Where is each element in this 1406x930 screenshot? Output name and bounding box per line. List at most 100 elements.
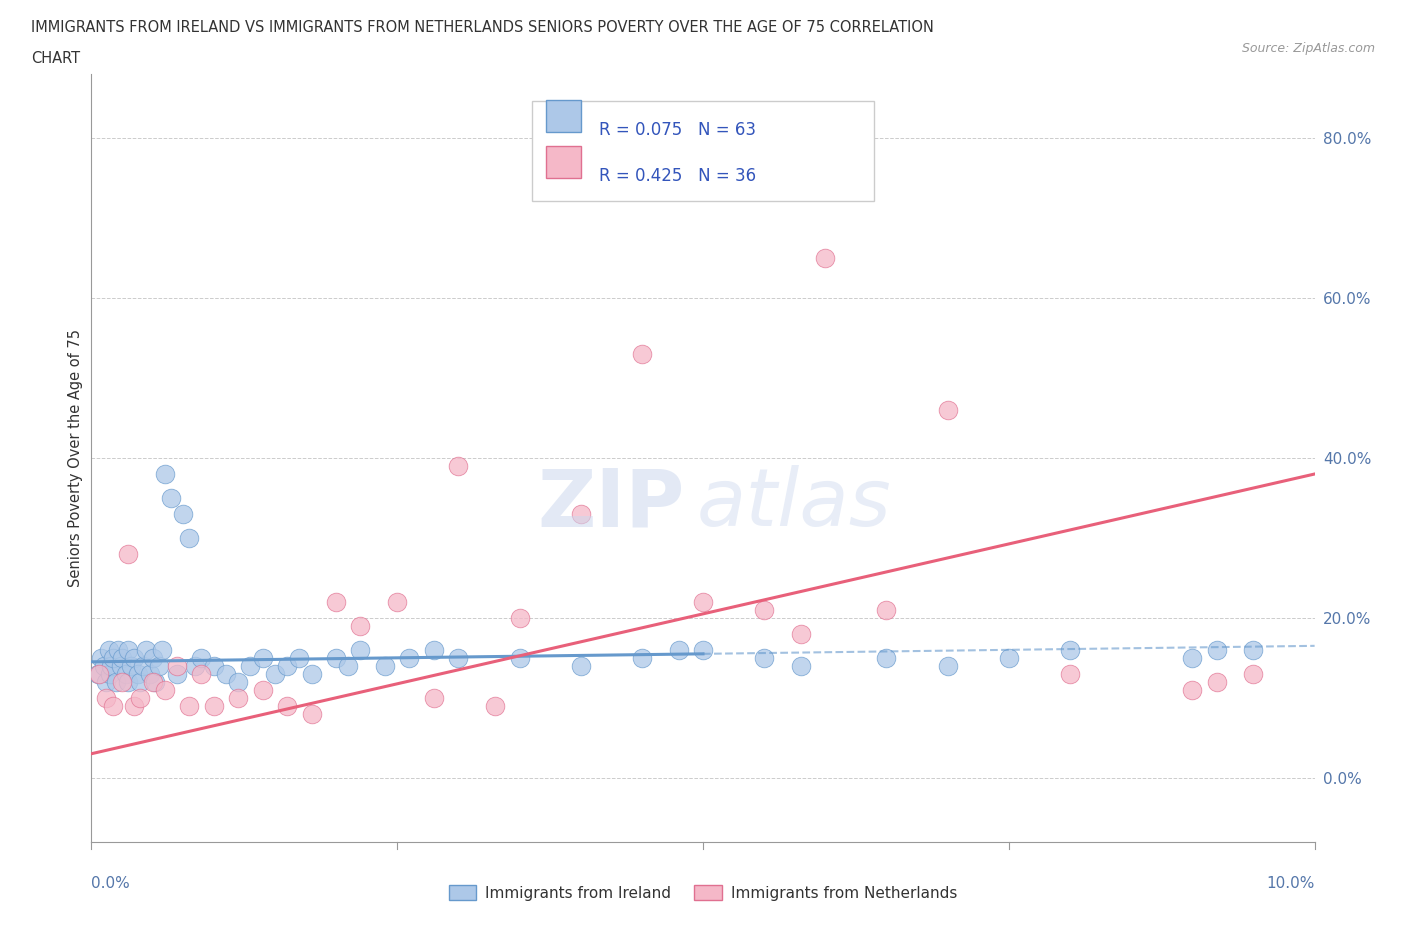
- Point: [1243, 643, 1265, 658]
- Text: 10.0%: 10.0%: [1267, 876, 1315, 891]
- Point: [509, 650, 531, 665]
- Point: [301, 667, 323, 682]
- Point: [790, 627, 813, 642]
- Point: [998, 650, 1021, 665]
- Point: [117, 674, 139, 689]
- Text: IMMIGRANTS FROM IRELAND VS IMMIGRANTS FROM NETHERLANDS SENIORS POVERTY OVER THE : IMMIGRANTS FROM IRELAND VS IMMIGRANTS FR…: [31, 20, 934, 35]
- Point: [202, 698, 225, 713]
- Point: [141, 674, 163, 689]
- Point: [814, 251, 837, 266]
- Point: [447, 458, 470, 473]
- Point: [110, 658, 132, 673]
- Point: [114, 667, 136, 682]
- Point: [87, 667, 110, 682]
- Point: [117, 547, 139, 562]
- Point: [936, 658, 959, 673]
- Point: [631, 347, 654, 362]
- Point: [1181, 650, 1204, 665]
- Text: R = 0.425   N = 36: R = 0.425 N = 36: [599, 167, 756, 185]
- Point: [301, 707, 323, 722]
- Point: [103, 650, 125, 665]
- Point: [129, 674, 152, 689]
- Point: [790, 658, 813, 673]
- Text: atlas: atlas: [697, 465, 891, 543]
- Point: [239, 658, 262, 673]
- Point: [398, 650, 420, 665]
- Point: [160, 490, 183, 505]
- Bar: [547, 100, 581, 132]
- Point: [423, 643, 446, 658]
- Point: [90, 650, 112, 665]
- Point: [153, 467, 176, 482]
- Point: [226, 690, 249, 705]
- Point: [166, 667, 188, 682]
- Point: [1059, 667, 1081, 682]
- Point: [1243, 667, 1265, 682]
- Legend: Immigrants from Ireland, Immigrants from Netherlands: Immigrants from Ireland, Immigrants from…: [443, 879, 963, 907]
- Point: [423, 690, 446, 705]
- FancyBboxPatch shape: [531, 101, 875, 201]
- Point: [1181, 683, 1204, 698]
- Point: [153, 683, 176, 698]
- Point: [94, 674, 117, 689]
- Point: [288, 650, 311, 665]
- Point: [1205, 674, 1227, 689]
- Point: [148, 658, 170, 673]
- Point: [141, 650, 163, 665]
- Point: [692, 594, 714, 609]
- Point: [98, 667, 121, 682]
- Point: [1059, 643, 1081, 658]
- Point: [190, 667, 212, 682]
- Bar: [547, 146, 581, 178]
- Text: R = 0.075   N = 63: R = 0.075 N = 63: [599, 122, 756, 140]
- Point: [86, 667, 108, 682]
- Point: [349, 618, 371, 633]
- Point: [93, 658, 115, 673]
- Point: [139, 667, 162, 682]
- Point: [325, 650, 347, 665]
- Point: [172, 507, 194, 522]
- Point: [447, 650, 470, 665]
- Point: [264, 667, 287, 682]
- Point: [135, 643, 157, 658]
- Point: [107, 643, 129, 658]
- Text: Source: ZipAtlas.com: Source: ZipAtlas.com: [1241, 42, 1375, 55]
- Point: [202, 658, 225, 673]
- Point: [337, 658, 360, 673]
- Point: [631, 650, 654, 665]
- Point: [569, 658, 592, 673]
- Point: [692, 643, 714, 658]
- Point: [104, 674, 127, 689]
- Point: [103, 698, 125, 713]
- Point: [875, 603, 898, 618]
- Point: [374, 658, 396, 673]
- Point: [97, 643, 120, 658]
- Text: CHART: CHART: [31, 51, 80, 66]
- Point: [252, 650, 274, 665]
- Y-axis label: Seniors Poverty Over the Age of 75: Seniors Poverty Over the Age of 75: [67, 329, 83, 587]
- Point: [276, 698, 298, 713]
- Point: [111, 650, 134, 665]
- Point: [127, 667, 149, 682]
- Point: [215, 667, 238, 682]
- Point: [385, 594, 409, 609]
- Point: [754, 650, 776, 665]
- Point: [325, 594, 347, 609]
- Point: [179, 698, 201, 713]
- Point: [190, 650, 212, 665]
- Point: [936, 403, 959, 418]
- Point: [120, 658, 142, 673]
- Point: [150, 643, 173, 658]
- Point: [509, 610, 531, 625]
- Point: [166, 658, 188, 673]
- Point: [252, 683, 274, 698]
- Point: [276, 658, 298, 673]
- Point: [1205, 643, 1227, 658]
- Point: [143, 674, 166, 689]
- Point: [111, 674, 134, 689]
- Point: [132, 658, 155, 673]
- Point: [754, 603, 776, 618]
- Point: [184, 658, 207, 673]
- Point: [129, 690, 152, 705]
- Point: [875, 650, 898, 665]
